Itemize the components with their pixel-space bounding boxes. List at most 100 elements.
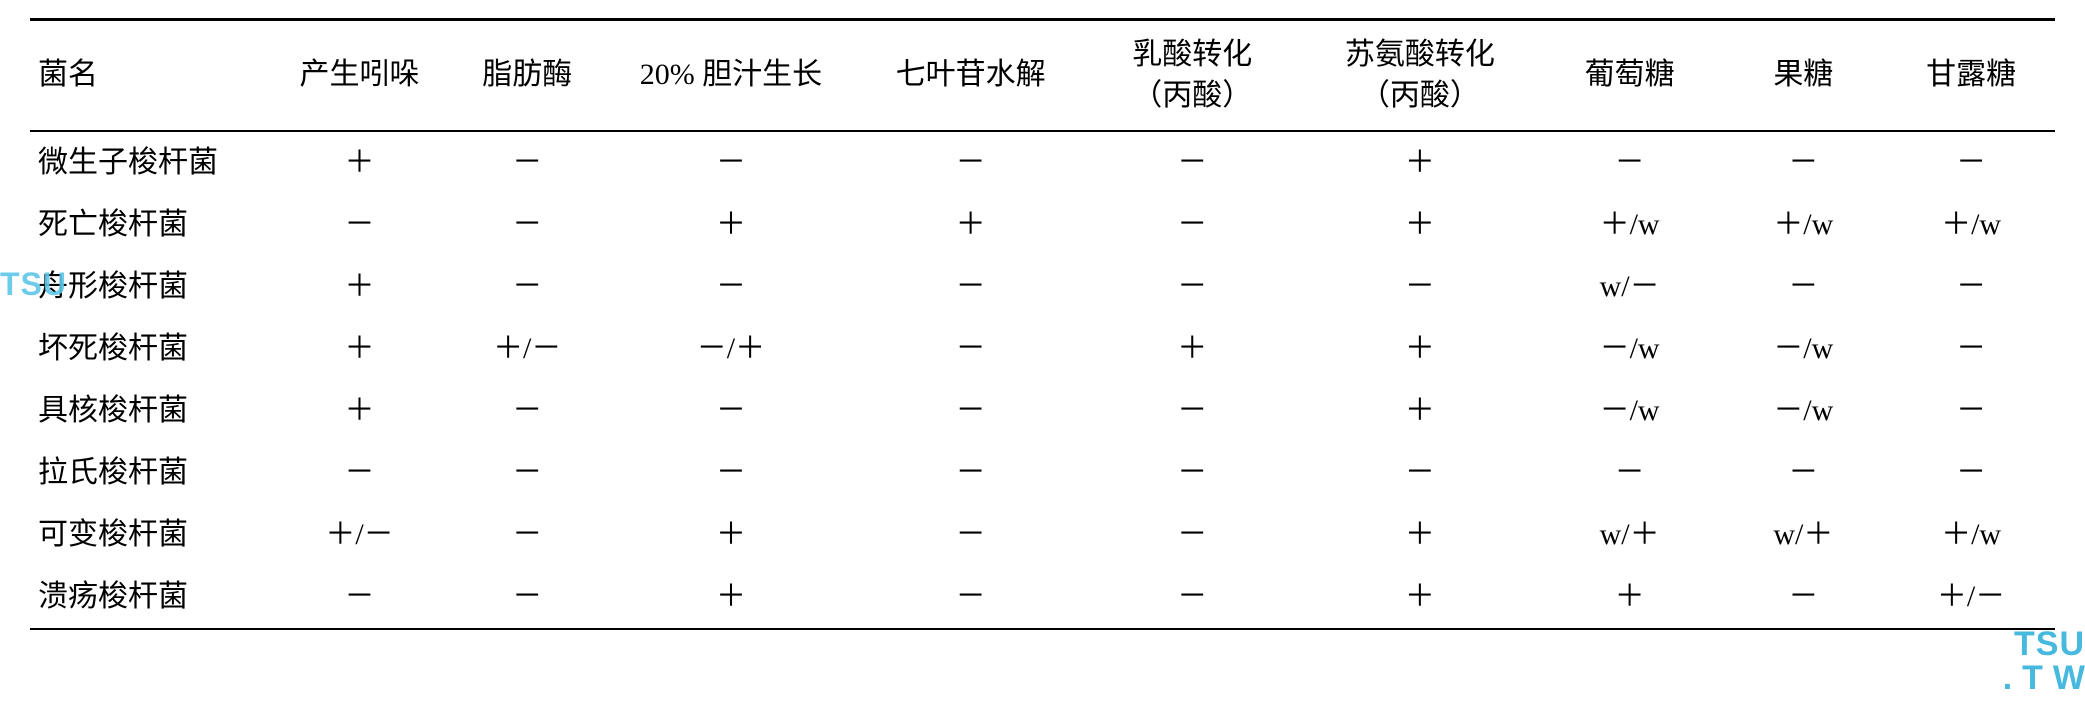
cell: － — [1540, 442, 1720, 504]
cell: ＋ — [270, 380, 450, 442]
row-name: 舟形梭杆菌 — [30, 256, 270, 318]
cell: － — [1540, 131, 1720, 194]
cell: ＋/－ — [1887, 566, 2055, 629]
cell: － — [1887, 380, 2055, 442]
cell: － — [1887, 256, 2055, 318]
cell: － — [270, 194, 450, 256]
row-name: 可变梭杆菌 — [30, 504, 270, 566]
cell: － — [1084, 566, 1300, 629]
cell: － — [857, 380, 1085, 442]
cell: － — [449, 380, 605, 442]
cell: － — [449, 256, 605, 318]
cell: ＋ — [605, 504, 857, 566]
row-name: 微生子梭杆菌 — [30, 131, 270, 194]
cell: － — [449, 566, 605, 629]
cell: － — [1084, 442, 1300, 504]
cell: － — [270, 566, 450, 629]
cell: － — [1719, 442, 1887, 504]
col-header-7: 葡萄糖 — [1540, 20, 1720, 132]
cell: － — [1084, 256, 1300, 318]
cell: － — [1084, 131, 1300, 194]
cell: ＋ — [270, 318, 450, 380]
cell: ＋/w — [1719, 194, 1887, 256]
table-row: 舟形梭杆菌 ＋ － － － － － w/－ － － — [30, 256, 2055, 318]
cell: － — [270, 442, 450, 504]
cell: ＋/－ — [449, 318, 605, 380]
row-name: 溃疡梭杆菌 — [30, 566, 270, 629]
col-header-2: 脂肪酶 — [449, 20, 605, 132]
cell: － — [1300, 442, 1540, 504]
col-header-3: 20% 胆汁生长 — [605, 20, 857, 132]
cell: ＋ — [857, 194, 1085, 256]
header-row: 菌名 产生吲哚 脂肪酶 20% 胆汁生长 七叶苷水解 乳酸转化 （丙酸） 苏氨酸… — [30, 20, 2055, 132]
col-header-5: 乳酸转化 （丙酸） — [1084, 20, 1300, 132]
cell: ＋ — [270, 131, 450, 194]
table-row: 微生子梭杆菌 ＋ － － － － ＋ － － － — [30, 131, 2055, 194]
cell: －/＋ — [605, 318, 857, 380]
col-header-name: 菌名 — [30, 20, 270, 132]
cell: ＋ — [1300, 504, 1540, 566]
table-row: 溃疡梭杆菌 － － ＋ － － ＋ ＋ － ＋/－ — [30, 566, 2055, 629]
cell: － — [605, 131, 857, 194]
cell: ＋ — [1084, 318, 1300, 380]
cell: ＋/－ — [270, 504, 450, 566]
cell: － — [857, 131, 1085, 194]
col-header-1: 产生吲哚 — [270, 20, 450, 132]
cell: － — [1084, 504, 1300, 566]
cell: － — [857, 256, 1085, 318]
table-body: 微生子梭杆菌 ＋ － － － － ＋ － － － 死亡梭杆菌 － － ＋ ＋ －… — [30, 131, 2055, 629]
cell: ＋ — [1300, 380, 1540, 442]
cell: － — [605, 380, 857, 442]
cell: － — [449, 131, 605, 194]
cell: － — [857, 318, 1085, 380]
cell: ＋ — [605, 566, 857, 629]
cell: －/w — [1540, 318, 1720, 380]
watermark-right-line1: TSU — [2003, 627, 2085, 661]
cell: ＋/w — [1540, 194, 1720, 256]
cell: － — [857, 566, 1085, 629]
cell: － — [1887, 442, 2055, 504]
cell: w/＋ — [1719, 504, 1887, 566]
cell: － — [1719, 256, 1887, 318]
row-name: 死亡梭杆菌 — [30, 194, 270, 256]
table-row: 拉氏梭杆菌 － － － － － － － － － — [30, 442, 2055, 504]
cell: ＋ — [605, 194, 857, 256]
row-name: 具核梭杆菌 — [30, 380, 270, 442]
col-header-4: 七叶苷水解 — [857, 20, 1085, 132]
table-row: 坏死梭杆菌 ＋ ＋/－ －/＋ － ＋ ＋ －/w －/w － — [30, 318, 2055, 380]
cell: w/－ — [1540, 256, 1720, 318]
cell: ＋/w — [1887, 504, 2055, 566]
biochemical-table: 菌名 产生吲哚 脂肪酶 20% 胆汁生长 七叶苷水解 乳酸转化 （丙酸） 苏氨酸… — [30, 18, 2055, 630]
cell: ＋/w — [1887, 194, 2055, 256]
watermark-right: TSU .TW — [2003, 627, 2085, 695]
watermark-right-line2: .TW — [2003, 661, 2085, 695]
cell: － — [1887, 318, 2055, 380]
cell: ＋ — [1300, 566, 1540, 629]
cell: － — [605, 256, 857, 318]
cell: －/w — [1719, 318, 1887, 380]
cell: － — [1084, 380, 1300, 442]
cell: － — [1300, 256, 1540, 318]
cell: ＋ — [1300, 131, 1540, 194]
cell: － — [857, 442, 1085, 504]
cell: － — [857, 504, 1085, 566]
table-row: 死亡梭杆菌 － － ＋ ＋ － ＋ ＋/w ＋/w ＋/w — [30, 194, 2055, 256]
col-header-6: 苏氨酸转化 （丙酸） — [1300, 20, 1540, 132]
row-name: 拉氏梭杆菌 — [30, 442, 270, 504]
cell: － — [1719, 566, 1887, 629]
cell: ＋ — [270, 256, 450, 318]
cell: － — [449, 194, 605, 256]
page-root: TSU 菌名 产生吲哚 脂肪酶 20% 胆汁生长 七叶苷水解 乳酸转化 （丙酸）… — [0, 0, 2085, 711]
cell: － — [1887, 131, 2055, 194]
cell: － — [1719, 131, 1887, 194]
cell: －/w — [1540, 380, 1720, 442]
cell: ＋ — [1540, 566, 1720, 629]
cell: － — [449, 504, 605, 566]
row-name: 坏死梭杆菌 — [30, 318, 270, 380]
cell: － — [605, 442, 857, 504]
col-header-9: 甘露糖 — [1887, 20, 2055, 132]
cell: － — [1084, 194, 1300, 256]
cell: －/w — [1719, 380, 1887, 442]
table-row: 可变梭杆菌 ＋/－ － ＋ － － ＋ w/＋ w/＋ ＋/w — [30, 504, 2055, 566]
table-row: 具核梭杆菌 ＋ － － － － ＋ －/w －/w － — [30, 380, 2055, 442]
